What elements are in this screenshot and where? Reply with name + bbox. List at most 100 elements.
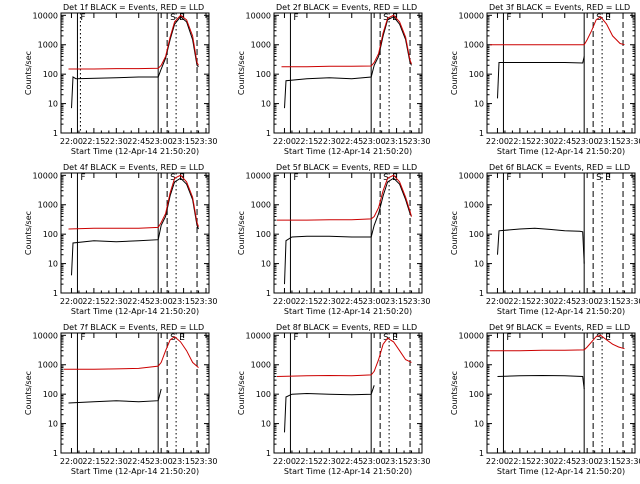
x-tick-label: 23:15 — [598, 457, 621, 466]
y-tick-label: 10000 — [246, 171, 271, 180]
y-axis-title: Counts/sec — [450, 211, 459, 255]
panel-4: 1 10 100 1000 10000 22:00 22:15 22:30 22:45 23:00… — [24, 163, 218, 316]
panel-title: Det 2f BLACK = Events, RED = LLD — [276, 3, 417, 12]
series-events-line — [284, 385, 375, 433]
x-tick-label: 23:00 — [150, 457, 173, 466]
x-tick-label: 23:00 — [363, 457, 386, 466]
flag-label-S: S — [596, 333, 602, 343]
x-axis-title: Start Time (12-Apr-14 21:50:20) — [497, 147, 625, 156]
flag-label-E: E — [392, 333, 398, 343]
flag-label-E: E — [179, 333, 185, 343]
flag-label-S: S — [383, 173, 389, 183]
series-lld-line — [276, 337, 412, 377]
y-tick-label: 1 — [53, 129, 58, 138]
plot-frame — [273, 12, 423, 134]
y-tick-label: 10000 — [33, 331, 58, 340]
y-tick-label: 1 — [266, 449, 271, 458]
x-tick-label: 22:45 — [553, 457, 576, 466]
flag-label-E: E — [605, 333, 611, 343]
x-tick-label: 22:45 — [340, 457, 363, 466]
series-lld-line — [281, 14, 412, 68]
y-axis-title: Counts/sec — [450, 51, 459, 95]
x-tick-label: 23:00 — [150, 137, 173, 146]
y-tick-label: 1000 — [38, 201, 58, 210]
x-tick-label: 23:15 — [172, 297, 195, 306]
plot-frame — [273, 332, 423, 454]
flag-label-S: S — [170, 173, 176, 183]
x-tick-label: 22:00 — [60, 457, 83, 466]
x-tick-label: 22:00 — [486, 297, 509, 306]
panel-title: Det 5f BLACK = Events, RED = LLD — [276, 163, 417, 172]
panel-5: 1 10 100 1000 10000 22:00 22:15 22:30 22:45 23:00… — [237, 163, 431, 316]
x-tick-label: 22:15 — [508, 457, 531, 466]
series-events-line — [68, 388, 162, 404]
y-tick-label: 100 — [469, 390, 484, 399]
flag-label-F: F — [80, 13, 85, 23]
panel-6: 1 10 100 1000 10000 22:00 22:15 22:30 22:45 23:00… — [450, 163, 640, 316]
y-tick-label: 1000 — [464, 41, 484, 50]
panel-2: 1 10 100 1000 10000 22:00 22:15 22:30 22:45 23:00… — [237, 3, 431, 156]
x-tick-label: 23:30 — [620, 457, 640, 466]
y-tick-label: 10000 — [459, 11, 484, 20]
panel-1: 1 10 100 1000 10000 22:00 22:15 22:30 22:45 23:00… — [24, 3, 218, 156]
plot-frame — [273, 172, 423, 294]
series-lld-line — [490, 334, 625, 352]
x-tick-label: 22:00 — [60, 297, 83, 306]
x-tick-label: 22:15 — [82, 297, 105, 306]
y-tick-label: 1 — [266, 129, 271, 138]
x-tick-label: 23:00 — [363, 137, 386, 146]
series-lld-line — [64, 336, 199, 370]
flag-label-E: E — [605, 173, 611, 183]
y-tick-label: 100 — [43, 230, 58, 239]
x-tick-label: 22:45 — [127, 137, 150, 146]
y-tick-label: 10000 — [246, 331, 271, 340]
x-axis-title: Start Time (12-Apr-14 21:50:20) — [497, 467, 625, 476]
panel-7: 1 10 100 1000 10000 22:00 22:15 22:30 22:45 23:00… — [24, 323, 218, 476]
flag-label-F: F — [80, 333, 85, 343]
x-axis-title: Start Time (12-Apr-14 21:50:20) — [284, 307, 412, 316]
x-tick-label: 23:30 — [194, 297, 217, 306]
y-tick-label: 10000 — [33, 11, 58, 20]
series-events-line — [497, 56, 585, 99]
x-tick-label: 22:30 — [105, 137, 128, 146]
panel-title: Det 8f BLACK = Events, RED = LLD — [276, 323, 417, 332]
y-tick-label: 10000 — [459, 331, 484, 340]
x-tick-label: 22:30 — [531, 297, 554, 306]
flag-label-F: F — [80, 173, 85, 183]
y-tick-label: 1000 — [251, 201, 271, 210]
flag-label-F: F — [293, 13, 298, 23]
x-tick-label: 23:15 — [172, 457, 195, 466]
x-axis-title: Start Time (12-Apr-14 21:50:20) — [71, 147, 199, 156]
panel-title: Det 1f BLACK = Events, RED = LLD — [63, 3, 204, 12]
x-tick-label: 22:45 — [340, 297, 363, 306]
y-tick-label: 100 — [469, 230, 484, 239]
x-tick-label: 22:30 — [531, 457, 554, 466]
y-tick-label: 1000 — [464, 361, 484, 370]
x-tick-label: 23:15 — [598, 297, 621, 306]
x-tick-label: 23:30 — [194, 457, 217, 466]
x-tick-label: 22:30 — [318, 457, 341, 466]
y-tick-label: 100 — [469, 70, 484, 79]
y-tick-label: 10 — [261, 260, 271, 269]
panel-title: Det 9f BLACK = Events, RED = LLD — [489, 323, 630, 332]
x-tick-label: 23:00 — [576, 297, 599, 306]
plot-frame — [486, 172, 636, 294]
flag-label-S: S — [383, 333, 389, 343]
flag-label-F: F — [506, 333, 511, 343]
x-tick-label: 23:00 — [576, 457, 599, 466]
y-tick-label: 1000 — [38, 41, 58, 50]
x-tick-label: 22:45 — [127, 457, 150, 466]
x-tick-label: 22:30 — [318, 137, 341, 146]
y-axis-title: Counts/sec — [237, 211, 246, 255]
series-events-line — [71, 15, 199, 109]
x-tick-label: 22:30 — [105, 457, 128, 466]
y-tick-label: 100 — [256, 70, 271, 79]
x-tick-label: 22:30 — [531, 137, 554, 146]
series-lld-line — [490, 16, 625, 46]
x-tick-label: 23:15 — [385, 297, 408, 306]
x-tick-label: 23:00 — [576, 137, 599, 146]
series-events-line — [497, 374, 585, 390]
x-tick-label: 22:00 — [486, 457, 509, 466]
